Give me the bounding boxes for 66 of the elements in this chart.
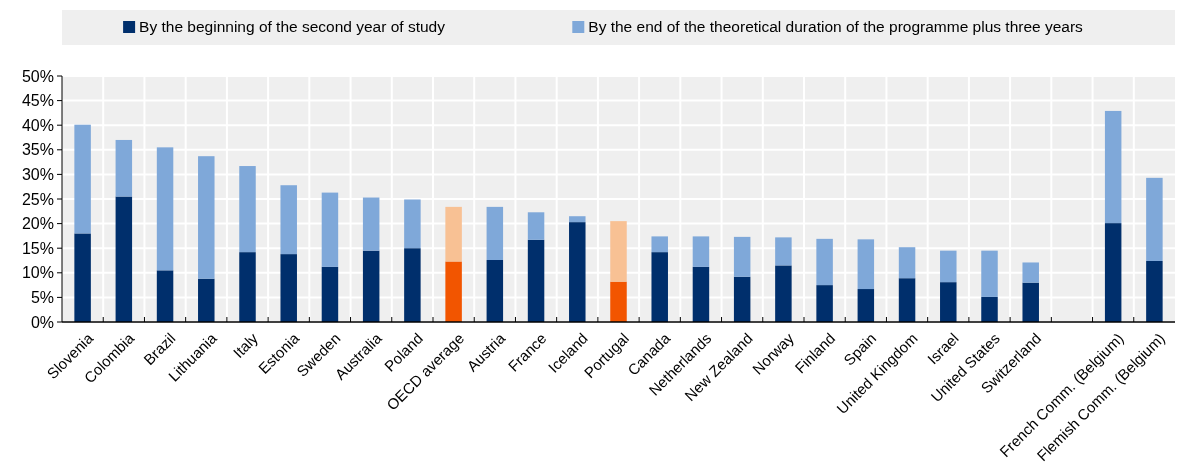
- y-tick-label: 20%: [21, 215, 54, 233]
- y-tick-label: 25%: [21, 190, 54, 208]
- bar: [733, 236, 751, 277]
- bar: [857, 289, 875, 322]
- bar: [404, 199, 421, 249]
- bar: [981, 296, 998, 322]
- y-tick-label: 10%: [21, 264, 54, 282]
- bar: [1022, 282, 1039, 322]
- bar: [610, 281, 627, 322]
- bar: [156, 147, 174, 271]
- bar: [981, 250, 998, 297]
- y-tick-label: 35%: [21, 141, 54, 159]
- bar: [198, 278, 215, 322]
- bar: [445, 206, 462, 262]
- bar: [74, 124, 91, 234]
- bar: [1146, 177, 1163, 261]
- bar: [857, 239, 875, 290]
- bar: [1022, 262, 1039, 283]
- bar: [898, 247, 916, 279]
- y-tick-label: 40%: [21, 116, 54, 134]
- bar: [816, 238, 833, 286]
- bar: [445, 261, 462, 322]
- bar: [692, 266, 710, 322]
- bar: [816, 285, 833, 322]
- bar: [115, 196, 133, 322]
- bar: [486, 260, 504, 322]
- bar: [775, 237, 792, 266]
- bar: [486, 206, 504, 261]
- bar: [239, 252, 256, 322]
- bar: [651, 236, 668, 253]
- bar: [733, 276, 751, 322]
- bar: [527, 212, 545, 240]
- bar: [610, 221, 627, 282]
- y-tick-label: 50%: [21, 67, 54, 85]
- bar: [115, 139, 133, 197]
- bar: [1146, 260, 1163, 322]
- bar: [280, 254, 297, 322]
- bar: [1104, 223, 1122, 322]
- y-tick-label: 45%: [21, 92, 54, 110]
- bar: [940, 250, 957, 283]
- bar: [198, 156, 215, 279]
- bar: [74, 233, 91, 322]
- x-tick-label: Italy: [229, 329, 262, 361]
- bar: [404, 248, 421, 322]
- bar: [651, 252, 668, 322]
- bar: [321, 192, 339, 267]
- bar: [239, 166, 256, 253]
- legend-label: By the end of the theoretical duration of the programme plus three years: [588, 18, 1084, 35]
- legend-label: By the beginning of the second year of study: [139, 18, 446, 35]
- bar: [692, 236, 710, 267]
- bar: [775, 265, 792, 322]
- bar: [1104, 110, 1122, 224]
- bar: [362, 250, 380, 322]
- bar: [527, 239, 545, 322]
- bar: [898, 278, 916, 322]
- y-tick-label: 15%: [21, 239, 54, 257]
- bar: [940, 282, 957, 322]
- y-tick-label: 30%: [21, 166, 54, 183]
- bar: [156, 270, 174, 322]
- bar: [569, 222, 586, 322]
- y-tick-label: 5%: [30, 289, 54, 306]
- bar: [321, 266, 339, 322]
- bar: [569, 216, 586, 223]
- y-tick-label: 0%: [30, 313, 54, 331]
- bar: [362, 197, 380, 251]
- bar: [280, 185, 297, 255]
